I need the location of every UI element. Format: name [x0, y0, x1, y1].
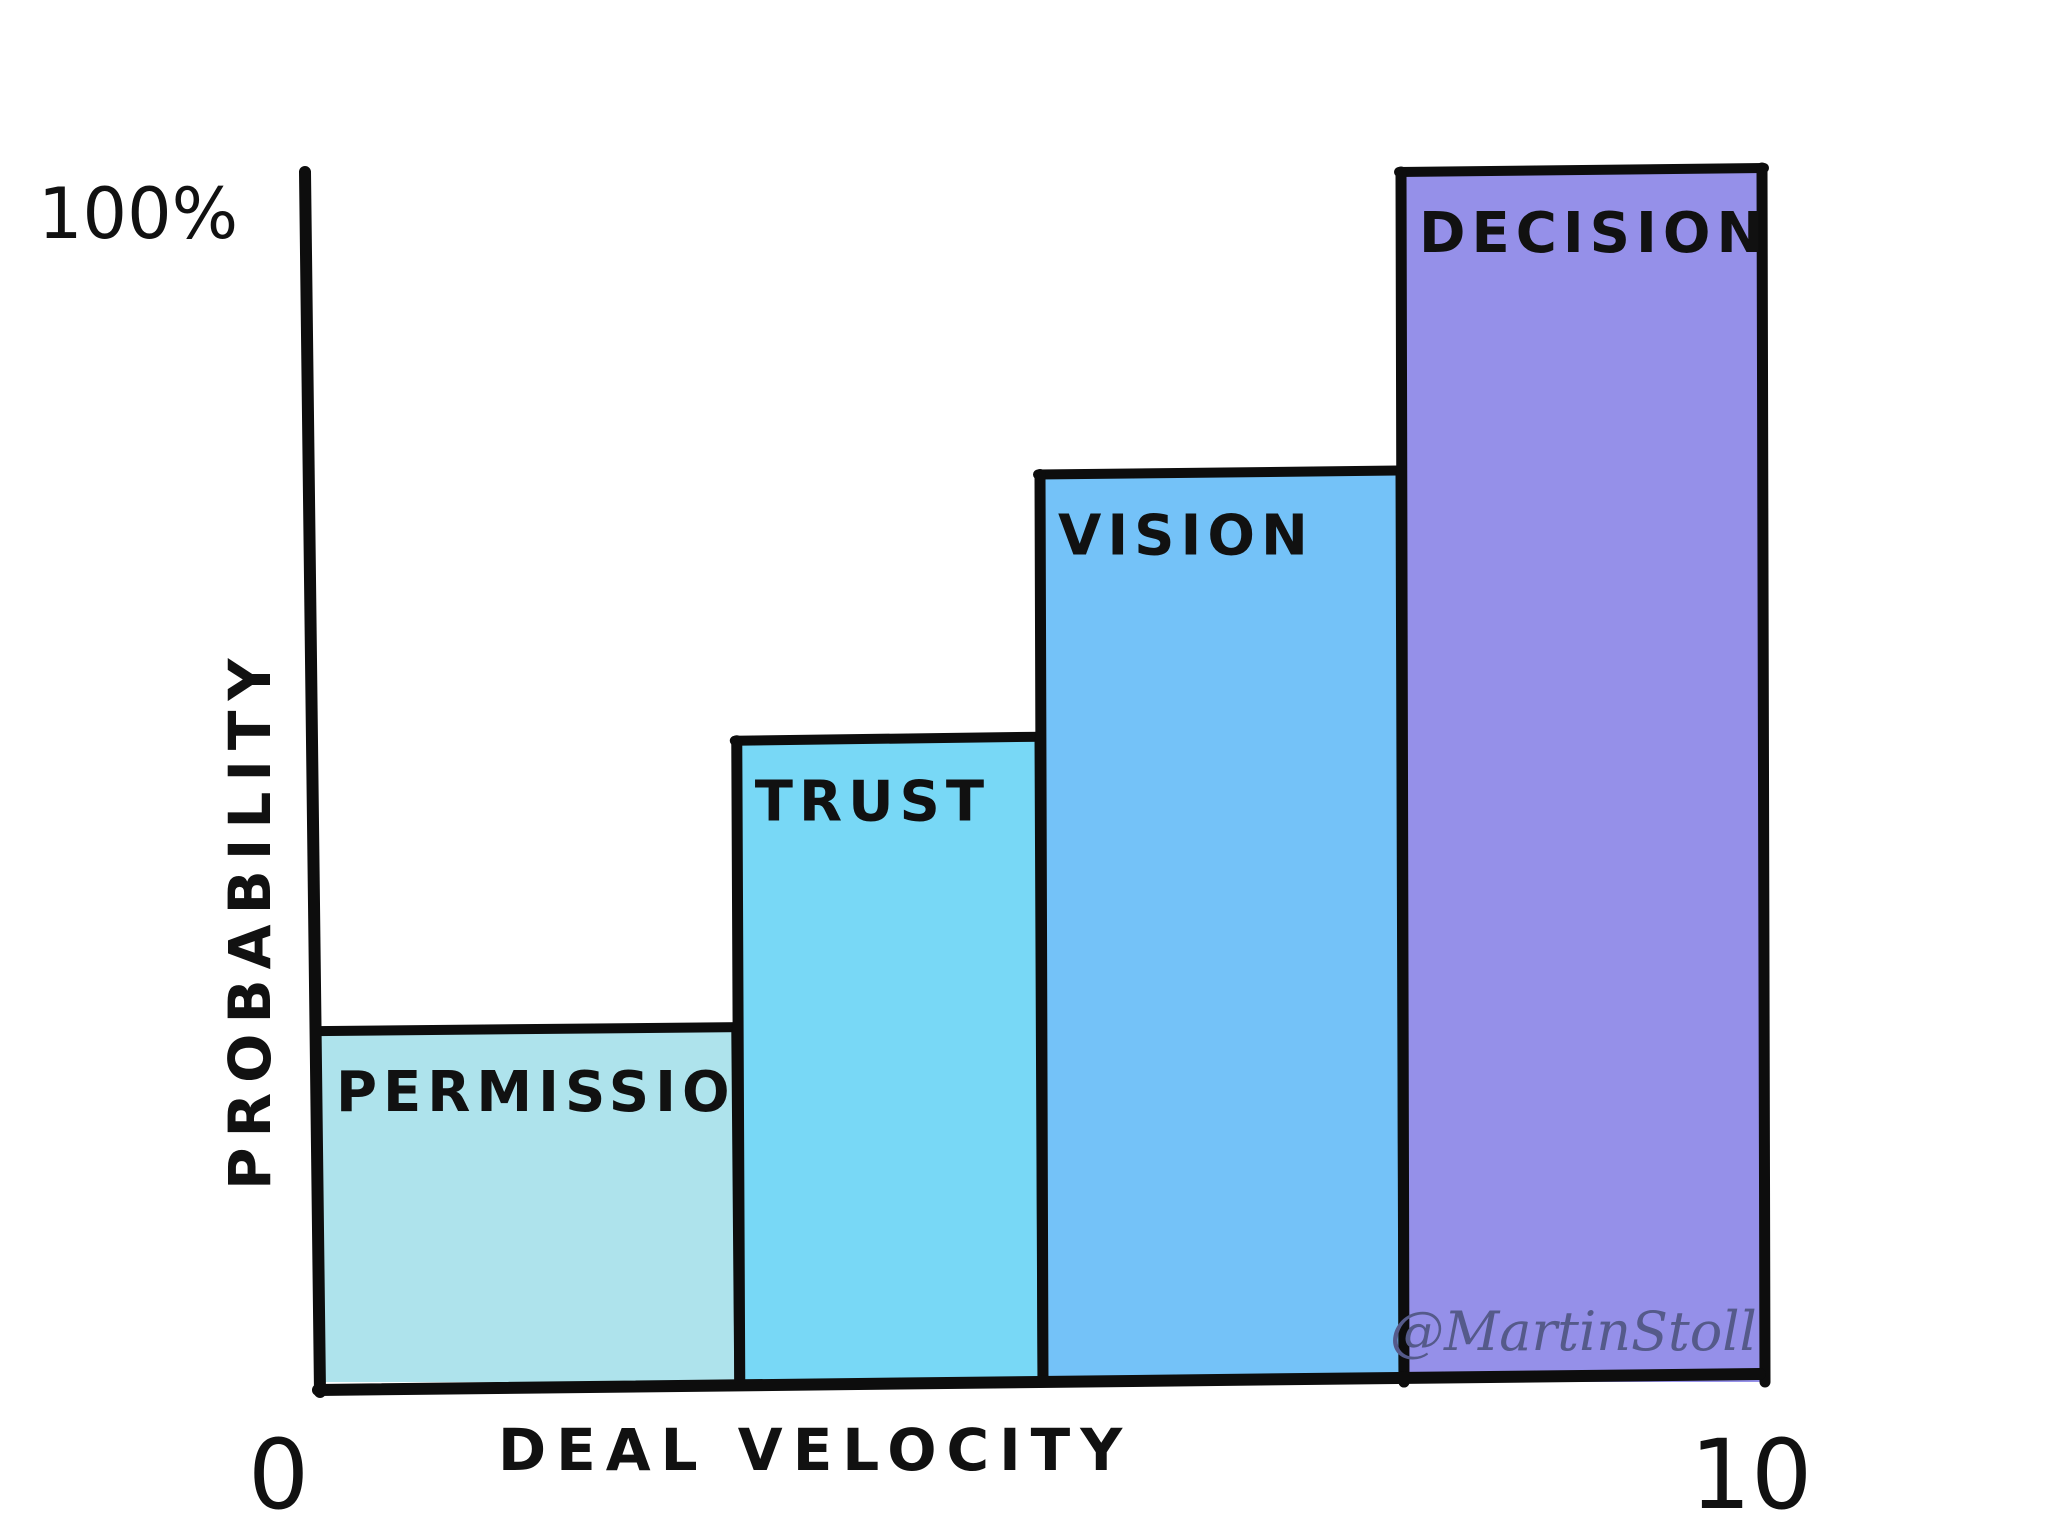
- y-tick-label-top: 100%: [38, 173, 238, 255]
- text-layer: 100% 0 10 DEAL VELOCITY PROBABILITY @Mar…: [38, 173, 1812, 1531]
- bar-left-edge: [1395, 166, 1410, 1388]
- bar-decision: [1401, 172, 1762, 1382]
- y-axis-line: [299, 166, 326, 1398]
- x-axis-line: [312, 1368, 1766, 1396]
- x-axis-label: DEAL VELOCITY: [498, 1416, 1132, 1484]
- bar-vision: [1040, 474, 1401, 1382]
- signature: @MartinStoll: [1390, 1300, 1757, 1363]
- x-tick-label-start: 0: [248, 1419, 309, 1531]
- bar-left-edge: [1034, 469, 1049, 1388]
- axes-layer: [299, 166, 1766, 1398]
- bar-label-vision: VISION: [1058, 504, 1314, 569]
- bar-top-edge: [1394, 163, 1769, 177]
- bars-layer: PERMISSION TRUST VISION DECISION: [311, 162, 1771, 1388]
- bar-label-decision: DECISION: [1419, 201, 1769, 266]
- x-tick-label-end: 10: [1690, 1419, 1812, 1531]
- bar-top-edge: [311, 1022, 744, 1037]
- y-axis-label: PROBABILITY: [216, 649, 284, 1190]
- bar-permission: [318, 1031, 737, 1382]
- bar-left-edge: [731, 735, 746, 1388]
- bar-top-edge: [729, 731, 1047, 746]
- bar-label-permission: PERMISSION: [336, 1060, 788, 1125]
- bar-label-trust: TRUST: [755, 770, 990, 835]
- bar-trust: [736, 740, 1040, 1382]
- bar-right-edge: [1756, 162, 1771, 1388]
- bar-top-edge: [1033, 465, 1408, 480]
